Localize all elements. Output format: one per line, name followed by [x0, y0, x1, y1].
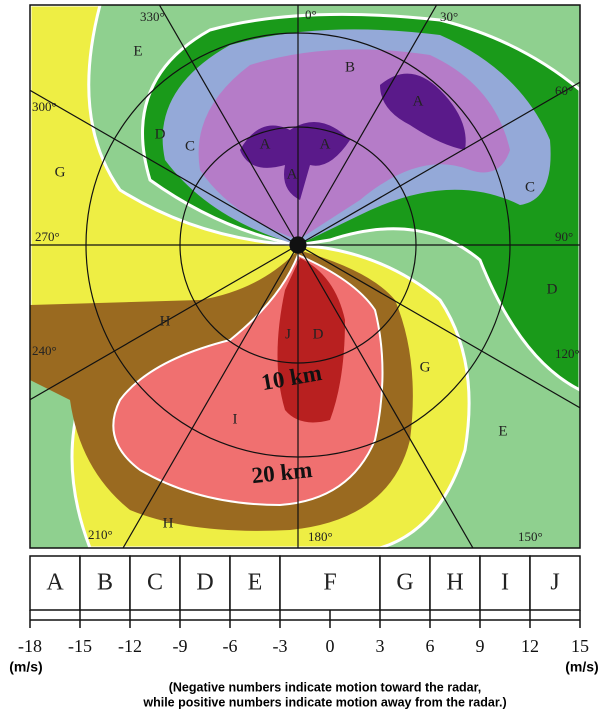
azimuth-line [158, 5, 299, 246]
legend-box [129, 555, 181, 611]
region-label: I [233, 411, 238, 427]
legend-class: C [147, 570, 163, 596]
caption: (Negative numbers indicate motion toward… [169, 680, 482, 694]
unit-left: (m/s) [9, 659, 42, 675]
region-label: G [420, 359, 431, 375]
region-label: A [413, 93, 424, 109]
legend-class: E [248, 570, 263, 596]
scale-label: 6 [426, 636, 435, 656]
scale-label: 12 [521, 636, 539, 656]
legend-box [279, 555, 381, 611]
scale-label: -12 [118, 636, 142, 656]
legend-box [529, 555, 581, 611]
azimuth-line [297, 5, 438, 246]
legend-class: I [501, 570, 509, 596]
legend-box [429, 555, 481, 611]
legend-class: B [97, 570, 113, 596]
region-g [30, 5, 302, 312]
azimuth-line [30, 89, 299, 246]
azimuth-line [297, 244, 474, 548]
region-label: H [160, 313, 171, 329]
azimuth-label: 240° [32, 343, 57, 358]
region-label: D [313, 326, 324, 342]
azimuth-label: 330° [140, 9, 165, 24]
region-label: C [185, 138, 195, 154]
legend-class: F [323, 570, 336, 596]
azimuth-label: 300° [32, 99, 57, 114]
radar-site [289, 236, 307, 254]
scale-label: 0 [326, 636, 335, 656]
azimuth-line [30, 244, 299, 401]
azimuth-label: 150° [518, 529, 543, 544]
region-label: A [320, 136, 331, 152]
azimuth-label: 120° [555, 346, 580, 361]
region-label: E [133, 43, 142, 59]
scale-label: 15 [571, 636, 589, 656]
scale-label: 9 [476, 636, 485, 656]
legend: A B C D E F G H I J -18 -15 -12 -9 -6 -3 0 3 6 9 12 15 (m/s) (m… [9, 555, 599, 709]
legend-box [79, 555, 131, 611]
legend-class: J [550, 570, 559, 596]
legend-class: G [396, 570, 413, 596]
azimuth-line [297, 81, 580, 246]
azimuth-label: 210° [88, 527, 113, 542]
region-label: J [285, 326, 291, 342]
region-label: H [163, 515, 174, 531]
scale-label: -9 [173, 636, 188, 656]
azimuth-line [122, 244, 299, 548]
caption: while positive numbers indicate motion a… [142, 695, 506, 709]
region-label: E [498, 423, 507, 439]
region-label: A [260, 136, 271, 152]
legend-box [29, 555, 81, 611]
legend-box [479, 555, 531, 611]
region-label: C [525, 179, 535, 195]
scale-label: -15 [68, 636, 92, 656]
azimuth-label: 180° [308, 529, 333, 544]
azimuth-line [297, 244, 580, 409]
scale-label: -3 [273, 636, 288, 656]
region-label: A [287, 166, 298, 182]
region-a [380, 73, 466, 150]
region-label: D [155, 126, 166, 142]
azimuth-label: 0° [305, 7, 317, 22]
azimuth-label: 90° [555, 229, 573, 244]
map-frame [29, 4, 581, 549]
scale-label: -6 [223, 636, 238, 656]
radar-map: 0° 30° 60° 90° 120° 150° 180° 210° 240° 270° 300° 3… [30, 5, 580, 548]
legend-class: A [46, 570, 64, 596]
region-label: D [547, 281, 558, 297]
region-j [277, 258, 345, 423]
legend-class: H [446, 570, 463, 596]
legend-box [179, 555, 231, 611]
region-label: G [55, 164, 66, 180]
scale-label: -18 [18, 636, 42, 656]
region-label: B [345, 59, 355, 75]
azimuth-label: 30° [440, 9, 458, 24]
legend-class: D [196, 570, 213, 596]
region-a [240, 122, 350, 200]
legend-box [229, 555, 281, 611]
unit-right: (m/s) [565, 659, 598, 675]
scale-label: 3 [376, 636, 385, 656]
azimuth-label: 270° [35, 229, 60, 244]
azimuth-label: 60° [555, 83, 573, 98]
